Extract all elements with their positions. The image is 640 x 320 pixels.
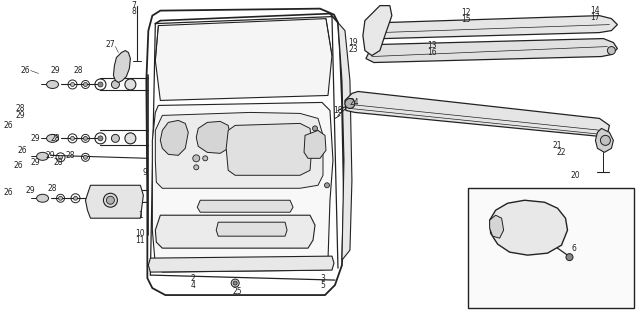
Circle shape xyxy=(193,155,200,162)
Text: 28: 28 xyxy=(48,184,58,193)
Polygon shape xyxy=(226,124,312,175)
Text: 29: 29 xyxy=(31,134,40,143)
Text: 25: 25 xyxy=(232,286,242,296)
Text: 29: 29 xyxy=(16,111,26,120)
Ellipse shape xyxy=(36,152,49,160)
Circle shape xyxy=(70,83,74,86)
Polygon shape xyxy=(148,256,334,272)
Text: 1: 1 xyxy=(138,211,143,220)
Polygon shape xyxy=(376,16,618,39)
Circle shape xyxy=(111,134,120,142)
Text: 29: 29 xyxy=(51,66,60,75)
Polygon shape xyxy=(345,92,609,136)
Text: 29: 29 xyxy=(26,186,35,195)
Circle shape xyxy=(98,82,103,87)
Polygon shape xyxy=(156,112,323,188)
Text: 29: 29 xyxy=(31,158,40,167)
Text: 5: 5 xyxy=(321,281,325,290)
Circle shape xyxy=(231,279,239,287)
Text: 26: 26 xyxy=(4,188,13,197)
Circle shape xyxy=(194,165,199,170)
Text: 15: 15 xyxy=(461,15,470,24)
Polygon shape xyxy=(196,121,230,153)
Text: 28: 28 xyxy=(54,158,63,167)
Circle shape xyxy=(312,126,317,131)
Circle shape xyxy=(70,136,74,140)
Circle shape xyxy=(203,156,208,161)
Polygon shape xyxy=(490,215,504,238)
Circle shape xyxy=(233,281,237,285)
Circle shape xyxy=(83,136,88,140)
Polygon shape xyxy=(156,19,332,100)
Ellipse shape xyxy=(36,194,49,202)
Circle shape xyxy=(98,136,103,141)
Text: 2: 2 xyxy=(191,274,196,283)
Circle shape xyxy=(125,133,136,144)
Text: 3: 3 xyxy=(321,274,325,283)
Text: 22: 22 xyxy=(557,148,566,157)
Text: 26: 26 xyxy=(18,146,28,155)
Text: 26: 26 xyxy=(20,66,31,75)
Polygon shape xyxy=(156,215,315,248)
Text: 8: 8 xyxy=(131,7,136,16)
Circle shape xyxy=(566,254,573,260)
Text: 9: 9 xyxy=(143,168,148,177)
Text: 28: 28 xyxy=(51,134,60,143)
Circle shape xyxy=(104,193,117,207)
Circle shape xyxy=(83,83,88,86)
Text: 10: 10 xyxy=(136,229,145,238)
Circle shape xyxy=(324,183,330,188)
Ellipse shape xyxy=(47,81,58,88)
Polygon shape xyxy=(86,185,143,218)
Text: 20: 20 xyxy=(571,171,580,180)
Circle shape xyxy=(74,196,77,200)
Text: 12: 12 xyxy=(461,8,470,17)
Polygon shape xyxy=(363,6,392,56)
Circle shape xyxy=(600,135,611,145)
Text: 21: 21 xyxy=(553,141,563,150)
Polygon shape xyxy=(468,188,634,308)
Text: 29: 29 xyxy=(45,151,56,160)
Ellipse shape xyxy=(47,134,58,142)
Text: 11: 11 xyxy=(136,236,145,245)
Polygon shape xyxy=(147,9,344,295)
Text: 14: 14 xyxy=(591,6,600,15)
Circle shape xyxy=(125,79,136,90)
Text: 28: 28 xyxy=(16,104,26,113)
Polygon shape xyxy=(161,120,188,155)
Polygon shape xyxy=(113,51,131,83)
Text: 19: 19 xyxy=(348,38,358,47)
Text: 23: 23 xyxy=(348,45,358,54)
Circle shape xyxy=(58,155,63,159)
Text: 6: 6 xyxy=(571,244,576,253)
Polygon shape xyxy=(216,222,287,236)
Text: 27: 27 xyxy=(106,40,115,49)
Circle shape xyxy=(111,81,120,88)
Polygon shape xyxy=(304,130,326,158)
Text: 26: 26 xyxy=(4,121,13,130)
Text: 17: 17 xyxy=(591,13,600,22)
Text: 26: 26 xyxy=(14,161,24,170)
Polygon shape xyxy=(338,23,352,260)
Text: 16: 16 xyxy=(427,48,436,57)
Polygon shape xyxy=(197,200,293,212)
Text: 28: 28 xyxy=(66,151,76,160)
Text: 4: 4 xyxy=(191,281,196,290)
Circle shape xyxy=(106,196,115,204)
Text: 7: 7 xyxy=(131,1,136,10)
Polygon shape xyxy=(595,128,613,152)
Circle shape xyxy=(58,196,63,200)
Polygon shape xyxy=(366,39,618,62)
Text: 28: 28 xyxy=(74,66,83,75)
Text: 13: 13 xyxy=(427,41,436,50)
Text: 18: 18 xyxy=(333,106,342,115)
Circle shape xyxy=(607,46,616,54)
Polygon shape xyxy=(152,102,333,272)
Circle shape xyxy=(83,155,88,159)
Polygon shape xyxy=(490,200,568,255)
Text: 24: 24 xyxy=(349,98,359,107)
Circle shape xyxy=(345,99,355,108)
